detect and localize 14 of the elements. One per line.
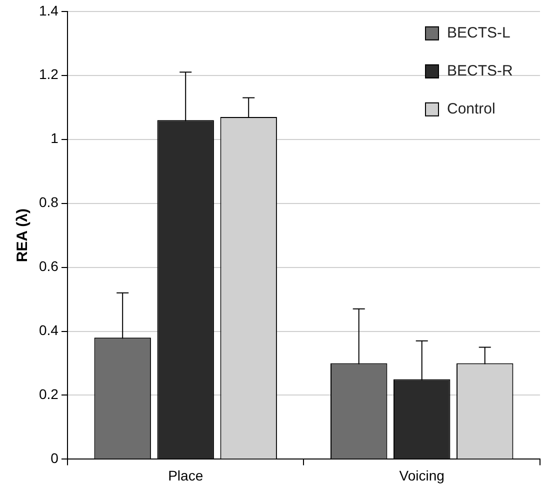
x-tick-label: Place: [168, 467, 204, 484]
y-tick-label: 0.4: [38, 322, 59, 338]
y-tick-label: 1.2: [38, 66, 59, 82]
y-axis-title: REA (λ): [14, 208, 32, 262]
legend-label: Control: [447, 100, 496, 118]
legend-label: BECTS-L: [447, 24, 510, 42]
x-tick-label: Voicing: [399, 467, 444, 484]
y-tick-label: 1.4: [38, 2, 59, 18]
y-tick-label: 1: [50, 130, 59, 146]
y-tick-label: 0.2: [38, 386, 59, 402]
legend-label: BECTS-R: [447, 62, 514, 80]
y-tick-label: 0.6: [38, 258, 59, 274]
y-tick-label: 0.8: [38, 194, 59, 210]
y-tick-label: 0: [50, 450, 59, 466]
